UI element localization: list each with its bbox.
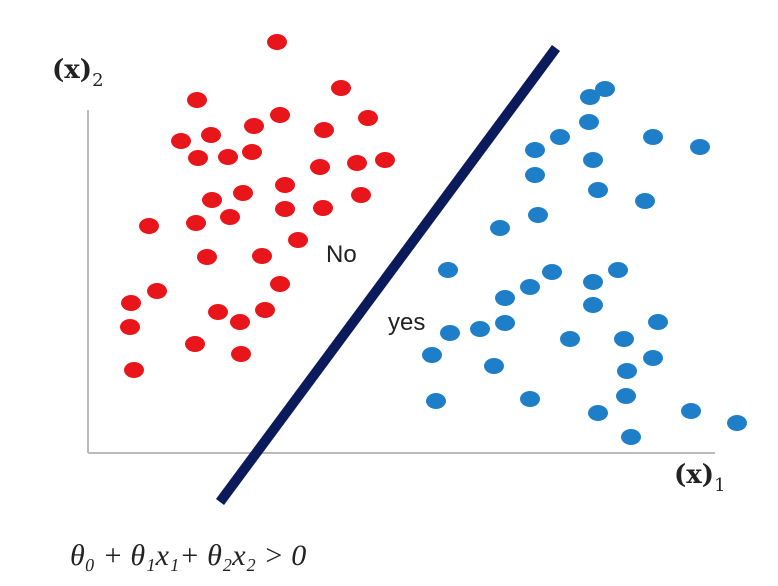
red-point bbox=[188, 150, 208, 166]
red-point bbox=[255, 302, 275, 318]
blue-point bbox=[583, 152, 603, 168]
red-point bbox=[120, 319, 140, 335]
red-point bbox=[267, 34, 287, 50]
red-point bbox=[218, 149, 238, 165]
red-point bbox=[121, 295, 141, 311]
blue-point bbox=[580, 89, 600, 105]
red-point bbox=[185, 336, 205, 352]
blue-point bbox=[579, 114, 599, 130]
y-axis-label-base: (x) bbox=[52, 55, 92, 85]
red-point bbox=[187, 92, 207, 108]
blue-point bbox=[583, 297, 603, 313]
blue-point bbox=[438, 262, 458, 278]
blue-point bbox=[621, 429, 641, 445]
red-point bbox=[351, 187, 371, 203]
red-point bbox=[252, 248, 272, 264]
blue-point bbox=[484, 358, 504, 374]
red-point bbox=[186, 215, 206, 231]
blue-point bbox=[525, 167, 545, 183]
blue-point bbox=[495, 315, 515, 331]
red-point bbox=[275, 201, 295, 217]
blue-point bbox=[560, 331, 580, 347]
blue-point bbox=[525, 142, 545, 158]
blue-point bbox=[643, 129, 663, 145]
blue-point bbox=[690, 139, 710, 155]
red-point bbox=[314, 122, 334, 138]
blue-point bbox=[542, 264, 562, 280]
red-point bbox=[139, 218, 159, 234]
red-point bbox=[208, 304, 228, 320]
red-point bbox=[288, 232, 308, 248]
red-point bbox=[358, 110, 378, 126]
blue-point bbox=[495, 290, 515, 306]
x-axis-label: (x)1 bbox=[674, 460, 726, 496]
blue-point bbox=[588, 182, 608, 198]
decision-boundary bbox=[215, 45, 561, 505]
blue-point bbox=[550, 129, 570, 145]
blue-point bbox=[681, 403, 701, 419]
red-point bbox=[233, 185, 253, 201]
red-point bbox=[244, 118, 264, 134]
red-point bbox=[147, 283, 167, 299]
blue-point bbox=[595, 81, 615, 97]
blue-point bbox=[490, 220, 510, 236]
blue-point bbox=[608, 262, 628, 278]
points bbox=[120, 34, 747, 445]
blue-point bbox=[614, 331, 634, 347]
red-point bbox=[310, 159, 330, 175]
blue-point bbox=[588, 405, 608, 421]
blue-point bbox=[643, 350, 663, 366]
red-point bbox=[347, 155, 367, 171]
blue-point bbox=[520, 391, 540, 407]
blue-point bbox=[635, 193, 655, 209]
red-point bbox=[171, 133, 191, 149]
formula: θ₀ + θ₁x₁+ θ₂x₂ > 0 bbox=[70, 539, 306, 572]
blue-point bbox=[426, 393, 446, 409]
blue-point bbox=[520, 279, 540, 295]
red-point bbox=[230, 314, 250, 330]
red-point bbox=[270, 107, 290, 123]
red-point bbox=[124, 362, 144, 378]
red-point bbox=[201, 127, 221, 143]
red-point bbox=[220, 209, 240, 225]
y-axis-label: (x)2 bbox=[52, 55, 104, 91]
red-point bbox=[275, 177, 295, 193]
red-point bbox=[202, 192, 222, 208]
blue-point bbox=[422, 347, 442, 363]
x-axis-label-sub: 1 bbox=[714, 475, 725, 496]
blue-point bbox=[648, 314, 668, 330]
red-point bbox=[197, 249, 217, 265]
region-label-yes: yes bbox=[388, 309, 425, 336]
red-point bbox=[231, 346, 251, 362]
red-point bbox=[375, 152, 395, 168]
blue-point bbox=[470, 321, 490, 337]
blue-point bbox=[583, 274, 603, 290]
red-point bbox=[331, 80, 351, 96]
red-point bbox=[270, 276, 290, 292]
x-axis-label-base: (x) bbox=[674, 460, 714, 490]
red-point bbox=[313, 200, 333, 216]
blue-point bbox=[617, 363, 637, 379]
blue-point bbox=[528, 207, 548, 223]
y-axis-label-sub: 2 bbox=[92, 70, 103, 91]
blue-point bbox=[616, 388, 636, 404]
blue-point bbox=[727, 415, 747, 431]
red-point bbox=[242, 144, 262, 160]
blue-point bbox=[440, 325, 460, 341]
region-label-no: No bbox=[326, 241, 357, 268]
